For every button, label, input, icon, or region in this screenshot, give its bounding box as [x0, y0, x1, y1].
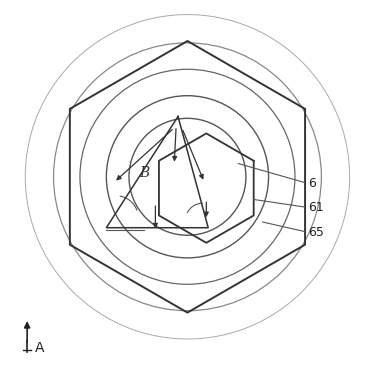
Text: 65: 65 — [308, 226, 324, 239]
Text: 6: 6 — [308, 177, 316, 190]
Text: A: A — [35, 342, 44, 355]
Text: B: B — [139, 166, 149, 180]
Text: 61: 61 — [308, 201, 324, 214]
